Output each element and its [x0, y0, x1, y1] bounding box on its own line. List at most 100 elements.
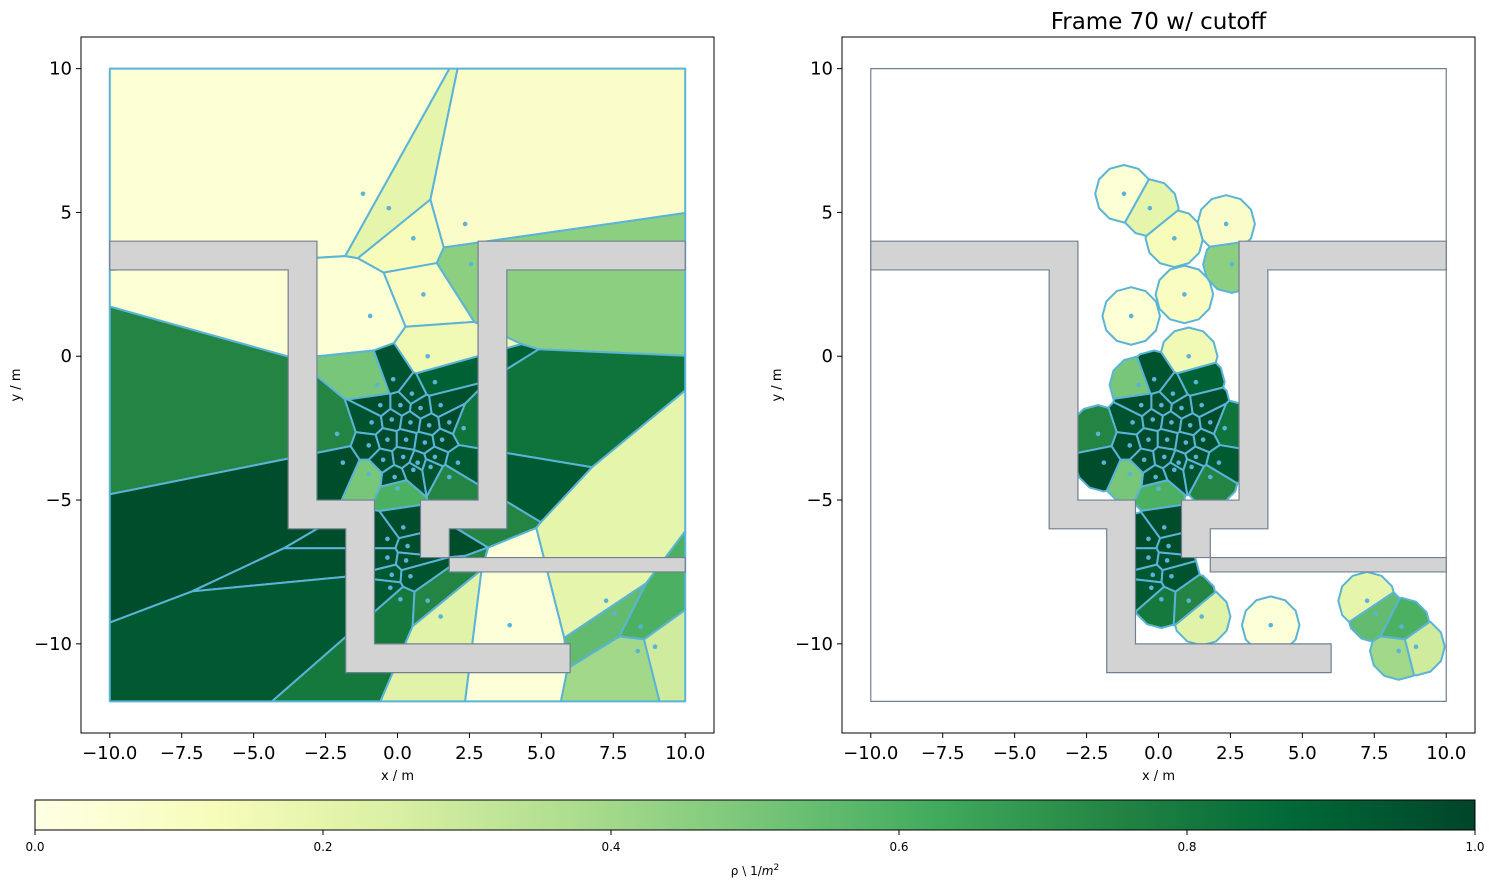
agent-point: [395, 486, 400, 491]
agent-point: [468, 261, 474, 267]
agent-point: [385, 555, 390, 560]
x-axis-left: −10.0 −7.5 −5.0 −2.5 0.0 2.5 5.0 7.5 10.0: [82, 733, 705, 764]
agent-point: [411, 236, 416, 241]
agent-point: [421, 292, 426, 297]
agent-point: [1413, 644, 1419, 650]
agent-point: [603, 598, 609, 604]
agent-point: [1186, 598, 1192, 604]
y-axis-right: 10 5 0 −5 −10: [795, 59, 842, 655]
agent-point: [390, 376, 396, 382]
agent-point: [1151, 376, 1157, 382]
agent-point: [418, 405, 423, 411]
walkable-area-boundary: [870, 68, 1447, 702]
agent-point: [1121, 191, 1127, 197]
agent-point: [446, 474, 452, 480]
y-axis-label-left: y / m: [9, 368, 24, 401]
agent-point: [1166, 543, 1171, 549]
density-plot-cutoff: −10.0 −7.5 −5.0 −2.5 0.0 2.5 5.0 7.5 10.0 10 5 0 −5…: [770, 9, 1476, 784]
agent-point: [375, 382, 380, 388]
agent-point: [1146, 437, 1151, 442]
agent-point: [400, 454, 406, 460]
agent-point: [1164, 558, 1170, 563]
voronoi-cell: [643, 608, 687, 703]
agent-point: [1161, 525, 1167, 530]
x-tick-label: −2.5: [1065, 743, 1109, 764]
agent-point: [1159, 402, 1164, 408]
agent-point: [1373, 611, 1379, 616]
x-tick-label: −5.0: [232, 743, 276, 764]
agent-point: [1147, 205, 1153, 211]
colorbar-label-var: m: [762, 864, 774, 878]
obstacle: [109, 240, 571, 674]
x-tick-label: 7.5: [1360, 743, 1389, 764]
y-tick-label: 5: [61, 202, 72, 223]
colorbar-ticks: 0.0 0.2 0.4 0.6 0.8 1.0: [25, 830, 1485, 854]
agent-point: [1207, 420, 1213, 425]
colorbar-label-prefix: ρ \ 1/: [731, 864, 763, 878]
agent-point: [1200, 437, 1206, 442]
agent-point: [1136, 382, 1141, 388]
agent-point: [405, 543, 410, 549]
agent-point: [638, 624, 643, 629]
agent-point: [360, 191, 366, 197]
agent-point: [462, 221, 468, 227]
agent-point: [1189, 464, 1194, 470]
agent-point: [1130, 420, 1135, 425]
agent-point: [1138, 402, 1144, 408]
agent-point: [432, 379, 438, 385]
density-plot-full: −10.0 −7.5 −5.0 −2.5 0.0 2.5 5.0 7.5 10.0 10 5 0 −5…: [9, 36, 715, 784]
colorbar-label: ρ \ 1/m2: [731, 863, 779, 878]
agent-point: [1146, 536, 1151, 542]
agent-point: [1176, 460, 1181, 465]
agent-point: [438, 402, 443, 408]
agent-point: [398, 402, 403, 408]
agent-point: [385, 437, 390, 442]
agent-point: [1187, 422, 1193, 428]
agent-point: [426, 422, 432, 428]
y-tick-label: −5: [806, 490, 833, 511]
voronoi-cell: [1134, 585, 1177, 630]
colorbar-tick-label: 1.0: [1465, 840, 1484, 854]
voronoi-cell: [1404, 620, 1446, 677]
x-tick-label: −7.5: [160, 743, 204, 764]
agent-point: [1127, 443, 1133, 448]
chart-title-right: Frame 70 w/ cutoff: [1051, 9, 1268, 35]
voronoi-cell: [1196, 194, 1256, 248]
y-tick-label: 0: [61, 346, 72, 367]
agent-point: [1164, 437, 1170, 442]
agent-point: [1193, 379, 1199, 385]
colorbar-tick-label: 0.6: [889, 840, 908, 854]
agent-point: [367, 313, 373, 319]
agent-point: [1170, 391, 1176, 396]
agent-point: [432, 454, 438, 460]
agent-point: [1141, 457, 1147, 463]
agent-point: [1169, 420, 1174, 425]
agent-point: [1153, 474, 1158, 480]
x-tick-label: 7.5: [599, 743, 628, 764]
y-tick-label: 10: [810, 59, 833, 80]
voronoi-cell: [1368, 635, 1415, 681]
agent-point: [366, 471, 372, 477]
colorbar-tick-label: 0.4: [601, 840, 620, 854]
agent-point: [388, 585, 393, 591]
x-tick-label: 2.5: [455, 743, 484, 764]
x-tick-label: 5.0: [527, 743, 556, 764]
agent-point: [1207, 474, 1213, 480]
agent-point: [428, 464, 433, 470]
colorbar-label-exp: 2: [773, 863, 779, 873]
x-tick-label: 5.0: [1288, 743, 1317, 764]
agent-point: [340, 460, 346, 465]
x-axis-label-right: x / m: [1142, 769, 1175, 784]
x-tick-label: 2.5: [1216, 743, 1245, 764]
agent-point: [1216, 460, 1222, 465]
y-tick-label: −5: [45, 490, 72, 511]
agent-point: [1172, 236, 1177, 241]
voronoi-cells-left: [108, 67, 687, 703]
voronoi-cell: [1337, 570, 1395, 624]
agent-point: [1183, 440, 1189, 445]
agent-point: [403, 437, 409, 442]
agent-point: [425, 598, 431, 604]
agent-point: [1149, 585, 1154, 591]
colorbar-tick-label: 0.2: [313, 840, 332, 854]
